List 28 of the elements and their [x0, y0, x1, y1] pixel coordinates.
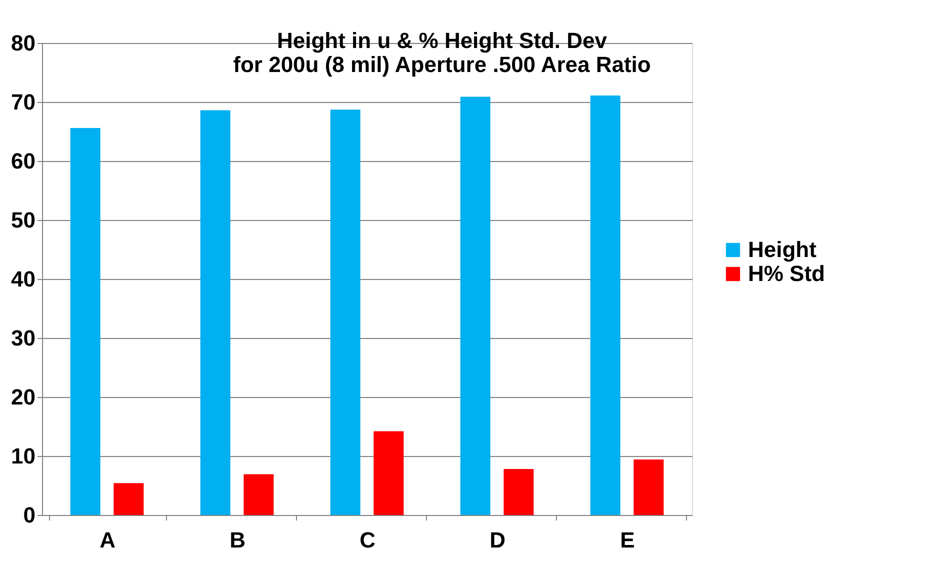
y-tick-label: 80 [11, 30, 36, 56]
bar [244, 474, 274, 515]
x-tick-label: B [230, 528, 246, 552]
legend-label: H% Std [748, 261, 825, 286]
text: for 200u (8 mil) Aperture .500 Area Ratio [233, 52, 651, 77]
x-tick-label: A [100, 528, 116, 552]
bar [374, 431, 404, 515]
bar [460, 96, 490, 515]
y-tick-label: 0 [23, 502, 36, 528]
x-tick-label: D [490, 528, 506, 552]
y-tick-label: 20 [11, 384, 36, 410]
text: Height in u & % Height Std. Dev [276, 28, 608, 53]
bar [70, 128, 100, 515]
legend-label: Height [748, 237, 818, 262]
bar [590, 96, 620, 515]
bar [634, 460, 664, 515]
bar [114, 483, 144, 515]
bar [504, 468, 534, 515]
y-tick-label: 50 [11, 208, 36, 232]
y-tick-label: 10 [11, 444, 36, 468]
x-tick-label: C [360, 528, 376, 552]
x-tick-label: E [620, 528, 635, 552]
bar [200, 110, 230, 515]
y-tick-label: 30 [11, 326, 36, 350]
y-tick-label: 60 [11, 148, 36, 174]
bar [330, 110, 360, 515]
y-tick-label: 70 [11, 90, 36, 114]
y-tick-label: 40 [11, 266, 36, 292]
